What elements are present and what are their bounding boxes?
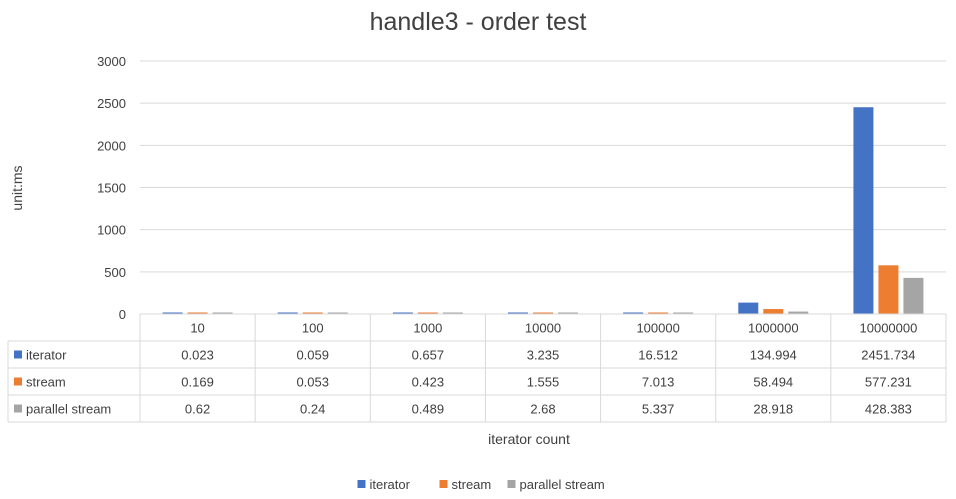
bar-stream: [648, 312, 669, 314]
table-legend-key: [14, 350, 22, 359]
y-tick-label: 0: [119, 307, 126, 322]
legend-label: stream: [452, 477, 492, 492]
bar-parallel-stream: [673, 312, 694, 314]
bar-parallel-stream: [558, 312, 578, 314]
bar-iterator: [623, 312, 644, 314]
data-label: 2.68: [530, 402, 555, 417]
data-label: 0.62: [185, 402, 210, 417]
data-label: 0.423: [412, 375, 445, 390]
data-label: 428.383: [865, 402, 912, 417]
bar-iterator: [277, 312, 298, 314]
bar-iterator: [853, 107, 874, 315]
legend-key: [507, 480, 516, 488]
y-tick-label: 1500: [97, 181, 126, 196]
table-series-name: stream: [26, 375, 66, 390]
x-category-label: 1000: [413, 321, 442, 336]
bar-parallel-stream: [212, 312, 233, 314]
bar-stream: [878, 265, 899, 314]
bar-parallel-stream: [442, 312, 463, 314]
bar-stream: [763, 309, 784, 314]
y-axis-title: unit:ms: [9, 165, 25, 210]
y-tick-label: 500: [104, 265, 126, 280]
data-table: 10 100 1000 10000 100000 1000000 10000000 itera…: [7, 313, 947, 423]
bar-iterator: [162, 312, 183, 314]
grid-lines: [140, 60, 946, 273]
data-label: 577.231: [865, 375, 912, 390]
data-label: 0.169: [181, 375, 214, 390]
x-category-label: 1000000: [748, 321, 799, 336]
y-tick-label: 2000: [97, 138, 126, 153]
data-label: 2451.734: [861, 348, 915, 363]
data-label: 7.013: [642, 375, 675, 390]
legend: iterator stream parallel stream: [357, 477, 605, 492]
bar-iterator: [738, 302, 759, 314]
bar-iterator: [392, 312, 413, 314]
x-category-label: 10: [190, 321, 204, 336]
legend-label: iterator: [370, 477, 411, 492]
x-category-label: 10000000: [860, 321, 918, 336]
legend-key: [357, 480, 366, 488]
bar-stream: [533, 312, 553, 314]
x-category-label: 100: [302, 321, 324, 336]
x-category-label: 10000: [525, 321, 561, 336]
bar-iterator: [508, 312, 528, 314]
data-label: 134.994: [750, 348, 797, 363]
data-label: 16.512: [638, 348, 678, 363]
data-label: 0.053: [296, 375, 329, 390]
bar-stream: [417, 312, 438, 314]
bars: [162, 107, 924, 315]
table-series-name: parallel stream: [26, 402, 111, 417]
data-label: 58.494: [753, 375, 793, 390]
chart-title: handle3 - order test: [370, 8, 587, 36]
table-series-name: iterator: [26, 348, 67, 363]
bar-stream: [302, 312, 323, 314]
y-tick-label: 2500: [97, 96, 126, 111]
bar-stream: [187, 312, 208, 314]
data-label: 3.235: [527, 348, 560, 363]
data-label: 0.489: [412, 402, 445, 417]
y-tick-labels: 0 500 1000 1500 2000 2500 3000: [97, 54, 126, 322]
data-label: 0.657: [412, 348, 445, 363]
bar-parallel-stream: [788, 311, 809, 314]
data-label: 0.24: [300, 402, 325, 417]
data-label: 5.337: [642, 402, 675, 417]
table-legend-key: [14, 404, 22, 413]
x-axis-title: iterator count: [488, 431, 570, 447]
table-legend-key: [14, 377, 22, 386]
y-tick-label: 1000: [97, 223, 126, 238]
data-label: 1.555: [527, 375, 560, 390]
bar-parallel-stream: [327, 312, 348, 314]
legend-key: [439, 480, 448, 488]
data-label: 0.023: [181, 348, 214, 363]
data-label: 28.918: [753, 402, 793, 417]
bar-parallel-stream: [903, 277, 924, 314]
x-category-label: 100000: [636, 321, 679, 336]
data-label: 0.059: [296, 348, 329, 363]
legend-label: parallel stream: [520, 477, 605, 492]
y-tick-label: 3000: [97, 54, 126, 69]
